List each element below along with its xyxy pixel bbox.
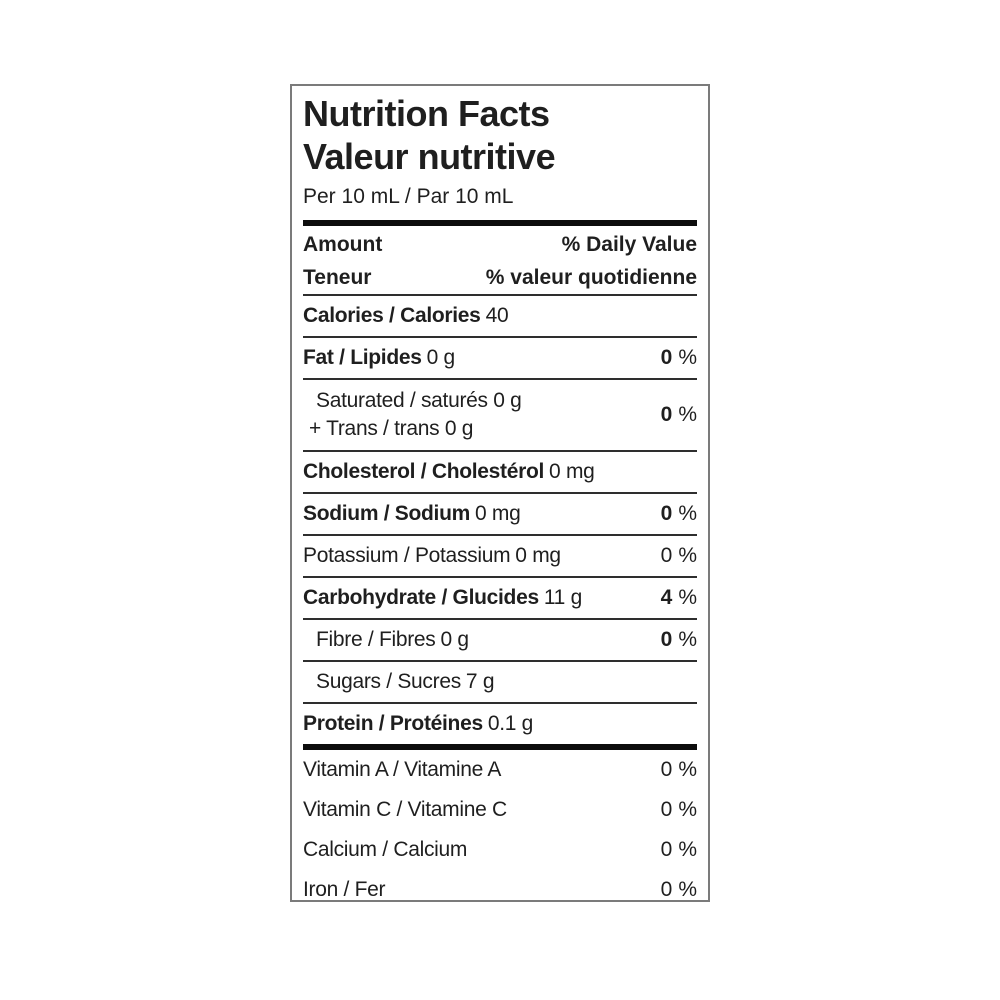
daily-value-header-en: % Daily Value [561, 233, 697, 256]
amount-header-en: Amount [303, 233, 383, 256]
thick-rule-bottom [303, 744, 697, 750]
row-vitamin-a-label: Vitamin A / Vitamine A [303, 758, 502, 781]
separator [303, 378, 697, 380]
title-french: Valeur nutritive [303, 136, 556, 177]
column-header-french: Teneur % valeur quotidienne [303, 261, 697, 294]
row-vitamin-a-daily-value: 0% [660, 758, 697, 781]
separator [303, 492, 697, 494]
row-calcium-daily-value: 0% [660, 838, 697, 861]
row-sodium-label: Sodium / Sodium 0 mg [303, 502, 521, 525]
row-vitamin-a: Vitamin A / Vitamine A 0% [303, 750, 697, 790]
row-cholesterol-label: Cholesterol / Cholestérol 0 mg [303, 460, 595, 483]
column-header-english: Amount % Daily Value [303, 228, 697, 261]
row-saturated-trans-label: Saturated / saturés 0 g + Trans / trans … [303, 387, 522, 443]
amount-header-fr: Teneur [303, 266, 372, 289]
row-potassium-daily-value: 0% [660, 544, 697, 567]
row-iron: Iron / Fer 0% [303, 870, 697, 910]
row-calcium-label: Calcium / Calcium [303, 838, 468, 861]
column-header: Amount % Daily Value Teneur % valeur quo… [303, 228, 697, 294]
row-protein: Protein / Protéines 0.1 g [303, 704, 697, 744]
nutrition-facts-label: Nutrition Facts Valeur nutritive Per 10 … [290, 84, 710, 902]
row-sodium-daily-value: 0% [660, 502, 697, 525]
row-sugars-label: Sugars / Sucres 7 g [316, 670, 495, 693]
row-potassium-label: Potassium / Potassium 0 mg [303, 544, 561, 567]
separator [303, 660, 697, 662]
row-saturated-trans: Saturated / saturés 0 g + Trans / trans … [303, 380, 697, 450]
label-title: Nutrition Facts Valeur nutritive [303, 92, 697, 178]
row-fat-daily-value: 0% [660, 346, 697, 369]
row-vitamin-c: Vitamin C / Vitamine C 0% [303, 790, 697, 830]
row-calories-label: Calories / Calories 40 [303, 304, 509, 327]
row-iron-label: Iron / Fer [303, 878, 386, 901]
row-carbohydrate-daily-value: 4% [660, 586, 697, 609]
row-iron-daily-value: 0% [660, 878, 697, 901]
separator [303, 576, 697, 578]
saturated-line: Saturated / saturés 0 g [316, 389, 522, 412]
row-vitamin-c-daily-value: 0% [660, 798, 697, 821]
serving-size: Per 10 mL / Par 10 mL [303, 185, 514, 208]
trans-line: + Trans / trans 0 g [309, 417, 474, 440]
separator [303, 618, 697, 620]
row-vitamin-c-label: Vitamin C / Vitamine C [303, 798, 507, 821]
row-fibre-daily-value: 0% [660, 628, 697, 651]
daily-value-header-fr: % valeur quotidienne [485, 266, 697, 289]
row-saturated-trans-daily-value: 0% [660, 403, 697, 426]
separator [303, 534, 697, 536]
row-sodium: Sodium / Sodium 0 mg 0% [303, 494, 697, 534]
row-sugars: Sugars / Sucres 7 g [303, 662, 697, 702]
row-fat-label: Fat / Lipides 0 g [303, 346, 455, 369]
row-fibre-label: Fibre / Fibres 0 g [316, 628, 469, 651]
separator [303, 450, 697, 452]
separator [303, 294, 697, 296]
row-cholesterol: Cholesterol / Cholestérol 0 mg [303, 452, 697, 492]
row-fibre: Fibre / Fibres 0 g 0% [303, 620, 697, 660]
row-carbohydrate: Carbohydrate / Glucides 11 g 4% [303, 578, 697, 618]
row-carbohydrate-label: Carbohydrate / Glucides 11 g [303, 586, 582, 609]
thick-rule-top [303, 220, 697, 226]
row-protein-label: Protein / Protéines 0.1 g [303, 712, 534, 735]
separator [303, 702, 697, 704]
row-potassium: Potassium / Potassium 0 mg 0% [303, 536, 697, 576]
row-calcium: Calcium / Calcium 0% [303, 830, 697, 870]
row-calories: Calories / Calories 40 [303, 296, 697, 336]
row-fat: Fat / Lipides 0 g 0% [303, 338, 697, 378]
label-inner: Nutrition Facts Valeur nutritive Per 10 … [292, 86, 708, 910]
title-english: Nutrition Facts [303, 93, 550, 134]
separator [303, 336, 697, 338]
